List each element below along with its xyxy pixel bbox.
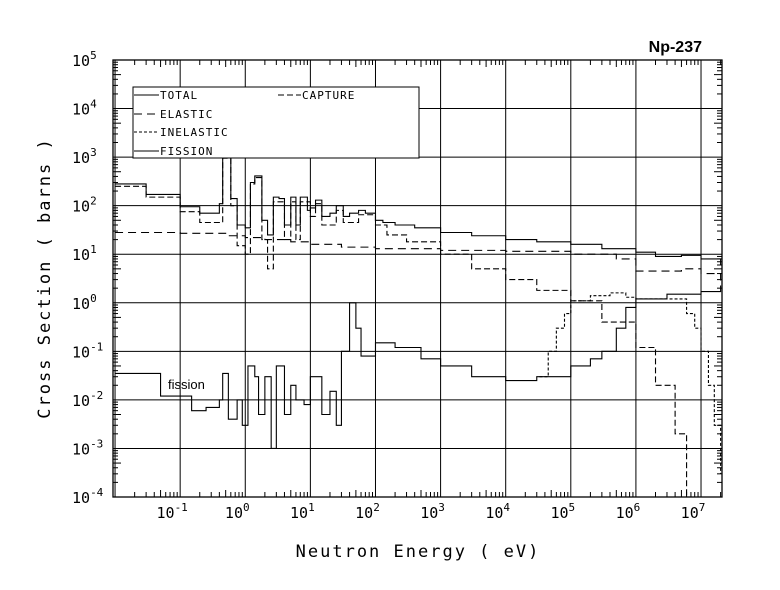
y-tick-label: 10-4 xyxy=(72,486,104,507)
x-tick-label: 105 xyxy=(550,501,575,522)
y-tick-label: 103 xyxy=(72,146,97,167)
chart-title: Np-237 xyxy=(649,39,702,56)
y-axis-label: Cross Section ( barns ) xyxy=(35,137,55,418)
y-tick-label: 105 xyxy=(72,49,97,70)
y-tick-label: 10-3 xyxy=(72,437,103,458)
y-tick-label: 102 xyxy=(72,195,97,216)
plot-frame xyxy=(112,59,723,498)
axis-ticks xyxy=(113,60,722,497)
y-tick-label: 10-2 xyxy=(72,389,103,410)
series-line-fission xyxy=(115,288,722,449)
series-line-total xyxy=(115,156,722,265)
y-tick-label: 101 xyxy=(72,243,97,264)
x-tick-label: 100 xyxy=(225,501,250,522)
tick-labels: 10-1 100 101 102 103 104 105 106 107 105 104 103 102… xyxy=(72,49,705,522)
fission-annotation: fission xyxy=(168,377,205,392)
legend-label-fission: FISSION xyxy=(160,145,213,158)
y-tick-label: 100 xyxy=(72,292,97,313)
y-tick-label: 10-1 xyxy=(72,340,103,361)
x-tick-label: 101 xyxy=(290,501,315,522)
x-tick-label: 107 xyxy=(681,501,706,522)
series-line-elastic xyxy=(115,231,722,289)
legend-label-elastic: ELASTIC xyxy=(160,108,213,121)
y-tick-label: 104 xyxy=(72,98,97,119)
x-tick-label: 106 xyxy=(616,501,641,522)
series-line-inelastic xyxy=(539,292,722,474)
x-tick-label: 102 xyxy=(355,501,380,522)
x-axis-label: Neutron Energy ( eV) xyxy=(296,542,541,562)
series-group xyxy=(115,156,722,497)
legend-label-capture: CAPTURE xyxy=(302,89,355,102)
legend: TOTAL ELASTIC INELASTIC FISSION CAPTURE xyxy=(132,86,420,159)
legend-label-inelastic: INELASTIC xyxy=(160,126,229,139)
legend-box xyxy=(132,86,420,159)
legend-label-total: TOTAL xyxy=(160,89,198,102)
x-tick-label: 104 xyxy=(485,501,510,522)
x-tick-label: 103 xyxy=(420,501,445,522)
x-tick-label: 10-1 xyxy=(157,501,188,522)
series-line-capture xyxy=(115,157,688,497)
